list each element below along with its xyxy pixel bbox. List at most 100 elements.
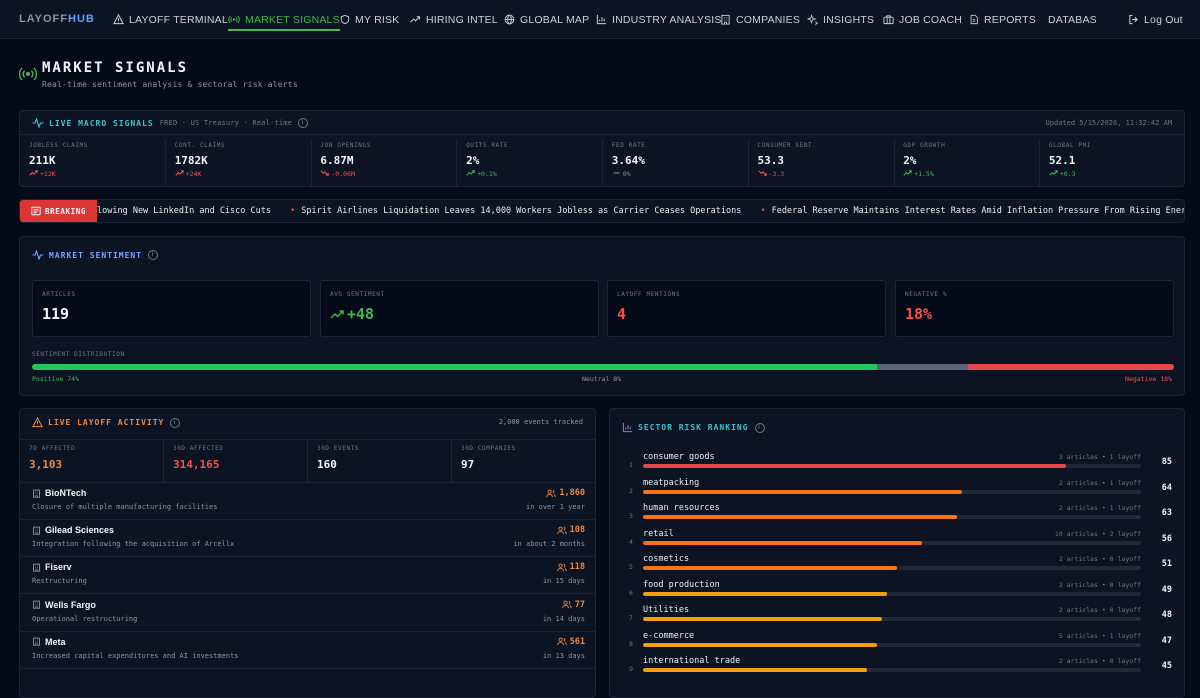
company-name: Meta: [32, 637, 66, 647]
ticker-item[interactable]: Federal Reserve Maintains Interest Rates…: [771, 206, 1185, 216]
macro-delta: -3.3: [757, 170, 894, 178]
nav-reports[interactable]: REPORTS: [969, 0, 1036, 39]
nav-layoff-terminal[interactable]: LAYOFF TERMINAL: [113, 0, 228, 39]
trending-up-icon: [466, 170, 475, 176]
document-icon: [970, 14, 978, 25]
users-icon: [556, 563, 567, 571]
ticker-item[interactable]: lowing New LinkedIn and Cisco Cuts: [97, 206, 271, 216]
sector-meta: 2 articles • 1 layoff: [1058, 478, 1141, 487]
users-icon: [546, 489, 557, 497]
nav-industry-analysis[interactable]: INDUSTRY ANALYSIS: [596, 0, 722, 39]
stat-label: 7D AFFECTED: [29, 445, 76, 452]
macro-cell: FED RATE 3.64% 0%: [603, 139, 749, 187]
nav-my-risk[interactable]: MY RISK: [340, 0, 399, 39]
brand-logo[interactable]: LAYOFFHUB: [19, 13, 95, 25]
stat-label: 30D EVENTS: [317, 445, 360, 452]
layoff-event-row[interactable]: Wells Fargo Operational restructuring 77 in…: [20, 595, 595, 632]
info-icon[interactable]: i: [754, 422, 765, 433]
market-sentiment-panel: MARKET SENTIMENT i ARTICLES 119 AVG SENT…: [19, 236, 1185, 396]
building-icon: [33, 600, 40, 609]
sector-score-track: [643, 489, 1141, 494]
nav-global-map[interactable]: GLOBAL MAP: [504, 0, 589, 39]
users-icon: [556, 526, 567, 534]
sector-meta: 2 articles • 0 layoff: [1058, 555, 1141, 563]
sector-score-track: [643, 515, 1141, 519]
macro-label: GDP GROWTH: [903, 142, 946, 149]
sector-score: 49: [1161, 584, 1172, 595]
macro-value: 211K: [29, 154, 56, 167]
sentiment-distribution-bar: [32, 364, 1174, 370]
sector-row[interactable]: 3 human resources 2 articles • 1 layoff 63: [610, 503, 1184, 528]
macro-cell: QUITS RATE 2% +0.1%: [457, 139, 604, 187]
ticker-text: lowing New LinkedIn and Cisco Cuts • Spir…: [97, 206, 1185, 216]
layoff-event-row[interactable]: Fiserv Restructuring 118 in 15 days: [20, 557, 595, 595]
trending-up-icon: [29, 170, 38, 176]
event-description: Closure of multiple manufacturing facili…: [32, 503, 218, 511]
nav-companies[interactable]: COMPANIES: [720, 0, 800, 39]
company-name: Wells Fargo: [32, 600, 96, 610]
articles-card: ARTICLES 119: [32, 280, 311, 337]
sector-score-bar: [643, 668, 868, 672]
users-icon: [556, 637, 567, 646]
events-tracked: 2,000 events tracked: [498, 418, 583, 426]
ticker-item[interactable]: Spirit Airlines Liquidation Leaves 14,00…: [301, 206, 742, 216]
event-description: Increased capital expenditures and AI in…: [32, 651, 239, 660]
sector-score-track: [643, 668, 1141, 672]
sector-row[interactable]: 5 cosmetics 2 articles • 0 layoff 51: [610, 554, 1184, 579]
info-icon[interactable]: i: [298, 118, 309, 128]
breaking-news-ticker[interactable]: BREAKING lowing New LinkedIn and Cisco C…: [19, 199, 1185, 223]
event-time: in over 1 year: [525, 503, 585, 511]
event-description: Restructuring: [32, 577, 87, 586]
sector-score: 48: [1161, 610, 1172, 620]
page-title: MARKET SIGNALS: [42, 60, 189, 76]
sector-row[interactable]: 7 Utilities 2 articles • 0 layoff 48: [610, 605, 1184, 630]
trending-down-icon: [757, 170, 767, 176]
trending-up-icon: [175, 170, 184, 176]
sector-name: cosmetics: [643, 554, 690, 564]
building-icon: [721, 14, 730, 25]
nav-insights[interactable]: INSIGHTS: [807, 0, 874, 39]
sector-score: 85: [1161, 457, 1172, 467]
nav-hiring-intel[interactable]: HIRING INTEL: [409, 0, 498, 39]
updated-timestamp: Updated 5/15/2026, 11:32:42 AM: [1045, 119, 1172, 127]
macro-label: JOB OPENINGS: [320, 142, 371, 149]
nav-job-coach[interactable]: JOB COACH: [883, 0, 962, 39]
logout-icon: [1129, 14, 1138, 25]
sector-row[interactable]: 9 international trade 2 articles • 0 layof…: [610, 656, 1184, 681]
activity-stat: 30D COMPANIES 97: [452, 440, 595, 483]
macro-delta: +1.5%: [903, 170, 1039, 178]
live-layoff-activity-panel: LIVE LAYOFF ACTIVITY i 2,000 events trac…: [19, 408, 596, 698]
trending-up-icon: [410, 16, 421, 23]
company-name: Gilead Sciences: [32, 525, 114, 535]
sector-row[interactable]: 6 food production 2 articles • 0 layoff 49: [610, 580, 1184, 605]
trending-up-icon: [1049, 170, 1058, 176]
logout-button[interactable]: Log Out: [1128, 0, 1183, 39]
newspaper-icon: [31, 206, 41, 216]
avg-sentiment-card: AVG SENTIMENT +48: [320, 280, 599, 337]
macro-source: FRED · US Treasury · Real-time: [159, 119, 293, 127]
sector-name: human resources: [643, 503, 720, 513]
sector-meta: 10 articles • 2 layoff: [1054, 529, 1141, 538]
sector-row[interactable]: 8 e-commerce 5 articles • 1 layoff 47: [610, 631, 1184, 656]
layoff-event-row[interactable]: Gilead Sciences Integration following the…: [20, 520, 595, 558]
sector-meta: 2 articles • 0 layoff: [1058, 606, 1141, 614]
layoff-event-row[interactable]: Meta Increased capital expenditures and A…: [20, 632, 595, 669]
shield-icon: [340, 14, 350, 25]
info-icon[interactable]: i: [148, 250, 159, 260]
macro-label: FED RATE: [611, 142, 646, 149]
divider: [20, 134, 1184, 135]
sector-score-track: [643, 642, 1141, 647]
sentiment-segment-negative: [968, 364, 1174, 370]
macro-label: GLOBAL PMI: [1048, 142, 1092, 149]
sector-score-track: [643, 540, 1141, 545]
macro-signals-panel: LIVE MACRO SIGNALS FRED · US Treasury · …: [19, 110, 1185, 187]
nav-market-signals[interactable]: MARKET SIGNALS: [228, 0, 340, 39]
layoff-event-row[interactable]: BioNTech Closure of multiple manufacturin…: [20, 483, 595, 520]
macro-cell: GDP GROWTH 2% +1.5%: [894, 139, 1041, 187]
sector-row[interactable]: 4 retail 10 articles • 2 layoff 56: [610, 528, 1184, 554]
nav-database[interactable]: DATABAS: [1043, 0, 1096, 39]
info-icon[interactable]: i: [170, 417, 181, 428]
sector-row[interactable]: 2 meatpacking 2 articles • 1 layoff 64: [610, 478, 1184, 503]
sector-row[interactable]: 1 consumer goods 3 articles • 1 layoff 85: [610, 452, 1184, 477]
sector-name: retail: [643, 528, 674, 539]
